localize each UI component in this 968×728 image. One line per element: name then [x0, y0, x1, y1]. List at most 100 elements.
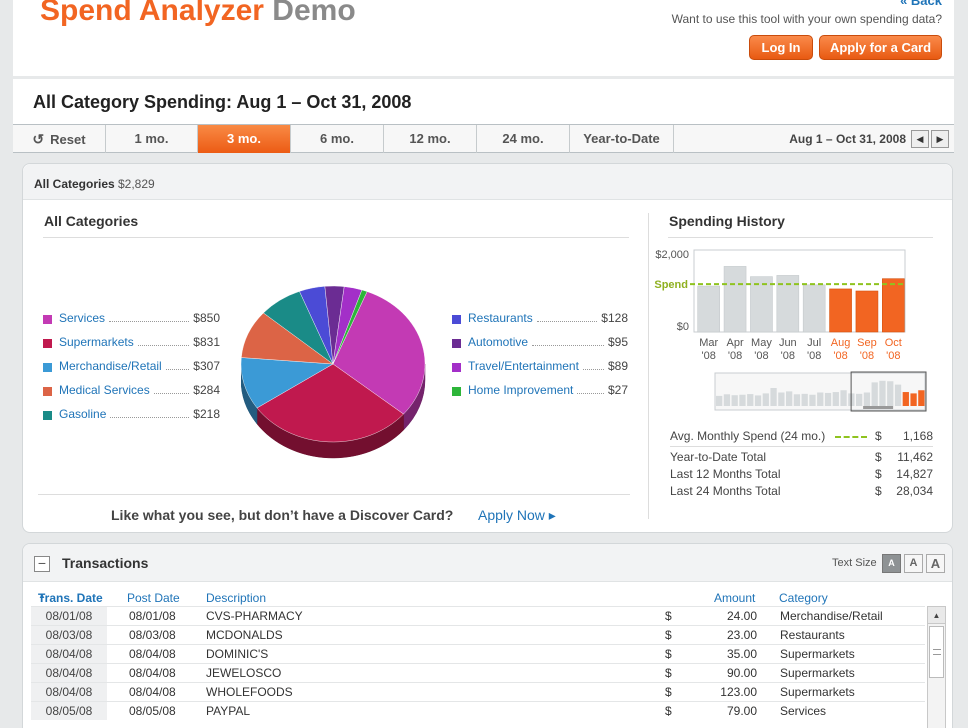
legend-swatch	[452, 387, 461, 396]
legend-label[interactable]: Restaurants	[468, 311, 533, 325]
overview-bar	[770, 388, 777, 406]
text-size-large-button[interactable]: A	[926, 554, 945, 573]
legend-item[interactable]: Merchandise/Retail $307	[43, 359, 220, 383]
column-header-post-date[interactable]: Post Date	[127, 591, 180, 605]
cell-description: PAYPAL	[206, 704, 251, 718]
legend-item[interactable]: Home Improvement $27	[452, 383, 628, 407]
legend-label[interactable]: Services	[59, 311, 106, 325]
tab-6-months[interactable]: 6 mo.	[291, 125, 384, 153]
tab-24-months[interactable]: 24 mo.	[477, 125, 570, 153]
average-spend-label: Avg. Spend	[653, 279, 688, 291]
overview-window-handle[interactable]	[850, 371, 927, 412]
transactions-scrollbar[interactable]: ▲	[927, 606, 946, 728]
overview-bar	[894, 384, 902, 406]
cell-currency: $	[665, 647, 672, 661]
spending-history-chart[interactable]: $2,000$0Mar'08Apr'08May'08Jun'08Jul'08Au…	[653, 242, 943, 422]
sort-ascending-icon: ▲	[38, 591, 46, 600]
legend-item[interactable]: Services $850	[43, 311, 220, 335]
column-header-category[interactable]: Category	[779, 591, 828, 605]
date-range-tabs: ↺ Reset 1 mo. 3 mo. 6 mo. 12 mo. 24 mo. Y…	[13, 124, 954, 153]
collapse-button[interactable]: −	[34, 556, 50, 572]
cell-post-date: 08/04/08	[129, 647, 176, 661]
legend-label[interactable]: Home Improvement	[468, 383, 574, 397]
cell-post-date: 08/04/08	[129, 685, 176, 699]
column-header-amount[interactable]: Amount	[714, 591, 756, 605]
overview-bar	[809, 394, 816, 406]
category-legend-right: Restaurants $128 Automotive $95 Travel/Enter…	[452, 311, 628, 407]
x-axis-year-label: '08	[754, 350, 768, 362]
pie-slice[interactable]	[332, 291, 426, 415]
tab-3-months[interactable]: 3 mo.	[198, 125, 291, 153]
table-row[interactable]: 08/05/08 08/05/08 PAYPAL $79.00 Services	[31, 701, 925, 720]
legend-label[interactable]: Supermarkets	[59, 335, 134, 349]
text-size-small-button[interactable]: A	[882, 554, 901, 573]
login-button[interactable]: Log In	[749, 35, 813, 60]
page-title-bar: All Category Spending: Aug 1 – Oct 31, 2…	[13, 79, 954, 125]
y-axis-min-label: $0	[677, 321, 689, 333]
column-header-description[interactable]: Description	[206, 591, 267, 605]
legend-label[interactable]: Merchandise/Retail	[59, 359, 162, 373]
category-breadcrumb[interactable]: All Categories	[34, 177, 115, 191]
table-row[interactable]: 08/03/08 08/03/08 MCDONALDS $23.00 Restauran…	[31, 625, 925, 644]
next-range-button[interactable]: ▶	[931, 130, 949, 148]
reset-button[interactable]: ↺ Reset	[13, 125, 106, 153]
legend-item[interactable]: Gasoline $218	[43, 407, 220, 431]
legend-label[interactable]: Gasoline	[59, 407, 107, 421]
pie-slice[interactable]	[332, 289, 368, 365]
cell-currency: $	[665, 704, 672, 718]
cell-currency: $	[665, 666, 672, 680]
table-row[interactable]: 08/04/08 08/04/08 DOMINIC'S $35.00 Supermark…	[31, 644, 925, 663]
category-pie-chart[interactable]	[241, 286, 453, 498]
legend-swatch	[452, 339, 461, 348]
history-bar[interactable]	[855, 290, 879, 333]
history-bar[interactable]	[829, 288, 852, 333]
cell-amount: 35.00	[726, 647, 757, 661]
legend-item[interactable]: Medical Services $284	[43, 383, 220, 407]
history-bar[interactable]	[723, 266, 747, 333]
cell-description: JEWELOSCO	[206, 666, 282, 680]
history-bar[interactable]	[882, 278, 905, 333]
table-row[interactable]: 08/04/08 08/04/08 JEWELOSCO $90.00 Supermark…	[31, 663, 925, 682]
scroll-thumb[interactable]	[929, 626, 944, 678]
history-bar[interactable]	[776, 275, 800, 333]
cell-post-date: 08/03/08	[129, 628, 176, 642]
legend-item[interactable]: Travel/Entertainment $89	[452, 359, 628, 383]
app-title-main: Spend Analyzer	[40, 0, 264, 27]
text-size-medium-button[interactable]: A	[904, 554, 923, 573]
table-row[interactable]: 08/04/08 08/04/08 WHOLEFOODS $123.00 Superma…	[31, 682, 925, 701]
transactions-title: Transactions	[62, 555, 149, 571]
overview-bar	[778, 392, 785, 406]
history-bar[interactable]	[697, 285, 720, 333]
pie-slice[interactable]	[256, 363, 404, 443]
cell-description: CVS-PHARMACY	[206, 609, 303, 623]
legend-swatch	[452, 315, 461, 324]
legend-item[interactable]: Automotive $95	[452, 335, 628, 359]
overview-bar	[918, 390, 925, 406]
legend-label[interactable]: Medical Services	[59, 383, 150, 397]
overview-bar	[840, 390, 847, 406]
legend-label[interactable]: Travel/Entertainment	[468, 359, 579, 373]
apply-now-link[interactable]: Apply Now ▸	[478, 507, 556, 523]
legend-amount: $128	[601, 311, 628, 325]
history-bar[interactable]	[750, 276, 773, 333]
divider	[670, 446, 933, 447]
reset-label: Reset	[50, 132, 86, 147]
scroll-up-button[interactable]: ▲	[928, 607, 945, 624]
legend-item[interactable]: Restaurants $128	[452, 311, 628, 335]
tab-1-month[interactable]: 1 mo.	[106, 125, 198, 153]
legend-label[interactable]: Automotive	[468, 335, 529, 349]
back-link[interactable]: « Back	[900, 0, 942, 8]
previous-range-button[interactable]: ◀	[911, 130, 929, 148]
tab-year-to-date[interactable]: Year-to-Date	[570, 125, 674, 153]
tab-12-months[interactable]: 12 mo.	[384, 125, 477, 153]
legend-item[interactable]: Supermarkets $831	[43, 335, 220, 359]
y-axis-max-label: $2,000	[655, 249, 689, 261]
table-row[interactable]: 08/01/08 08/01/08 CVS-PHARMACY $24.00 Mercha…	[31, 606, 925, 625]
x-axis-year-label: '08	[833, 350, 847, 362]
summary-label: Last 24 Months Total	[670, 484, 781, 498]
legend-amount: $27	[607, 383, 628, 397]
history-bar[interactable]	[802, 284, 826, 333]
overview-bar	[871, 382, 878, 406]
own-data-prompt: Want to use this tool with your own spen…	[671, 12, 942, 26]
apply-for-card-button[interactable]: Apply for a Card	[819, 35, 942, 60]
